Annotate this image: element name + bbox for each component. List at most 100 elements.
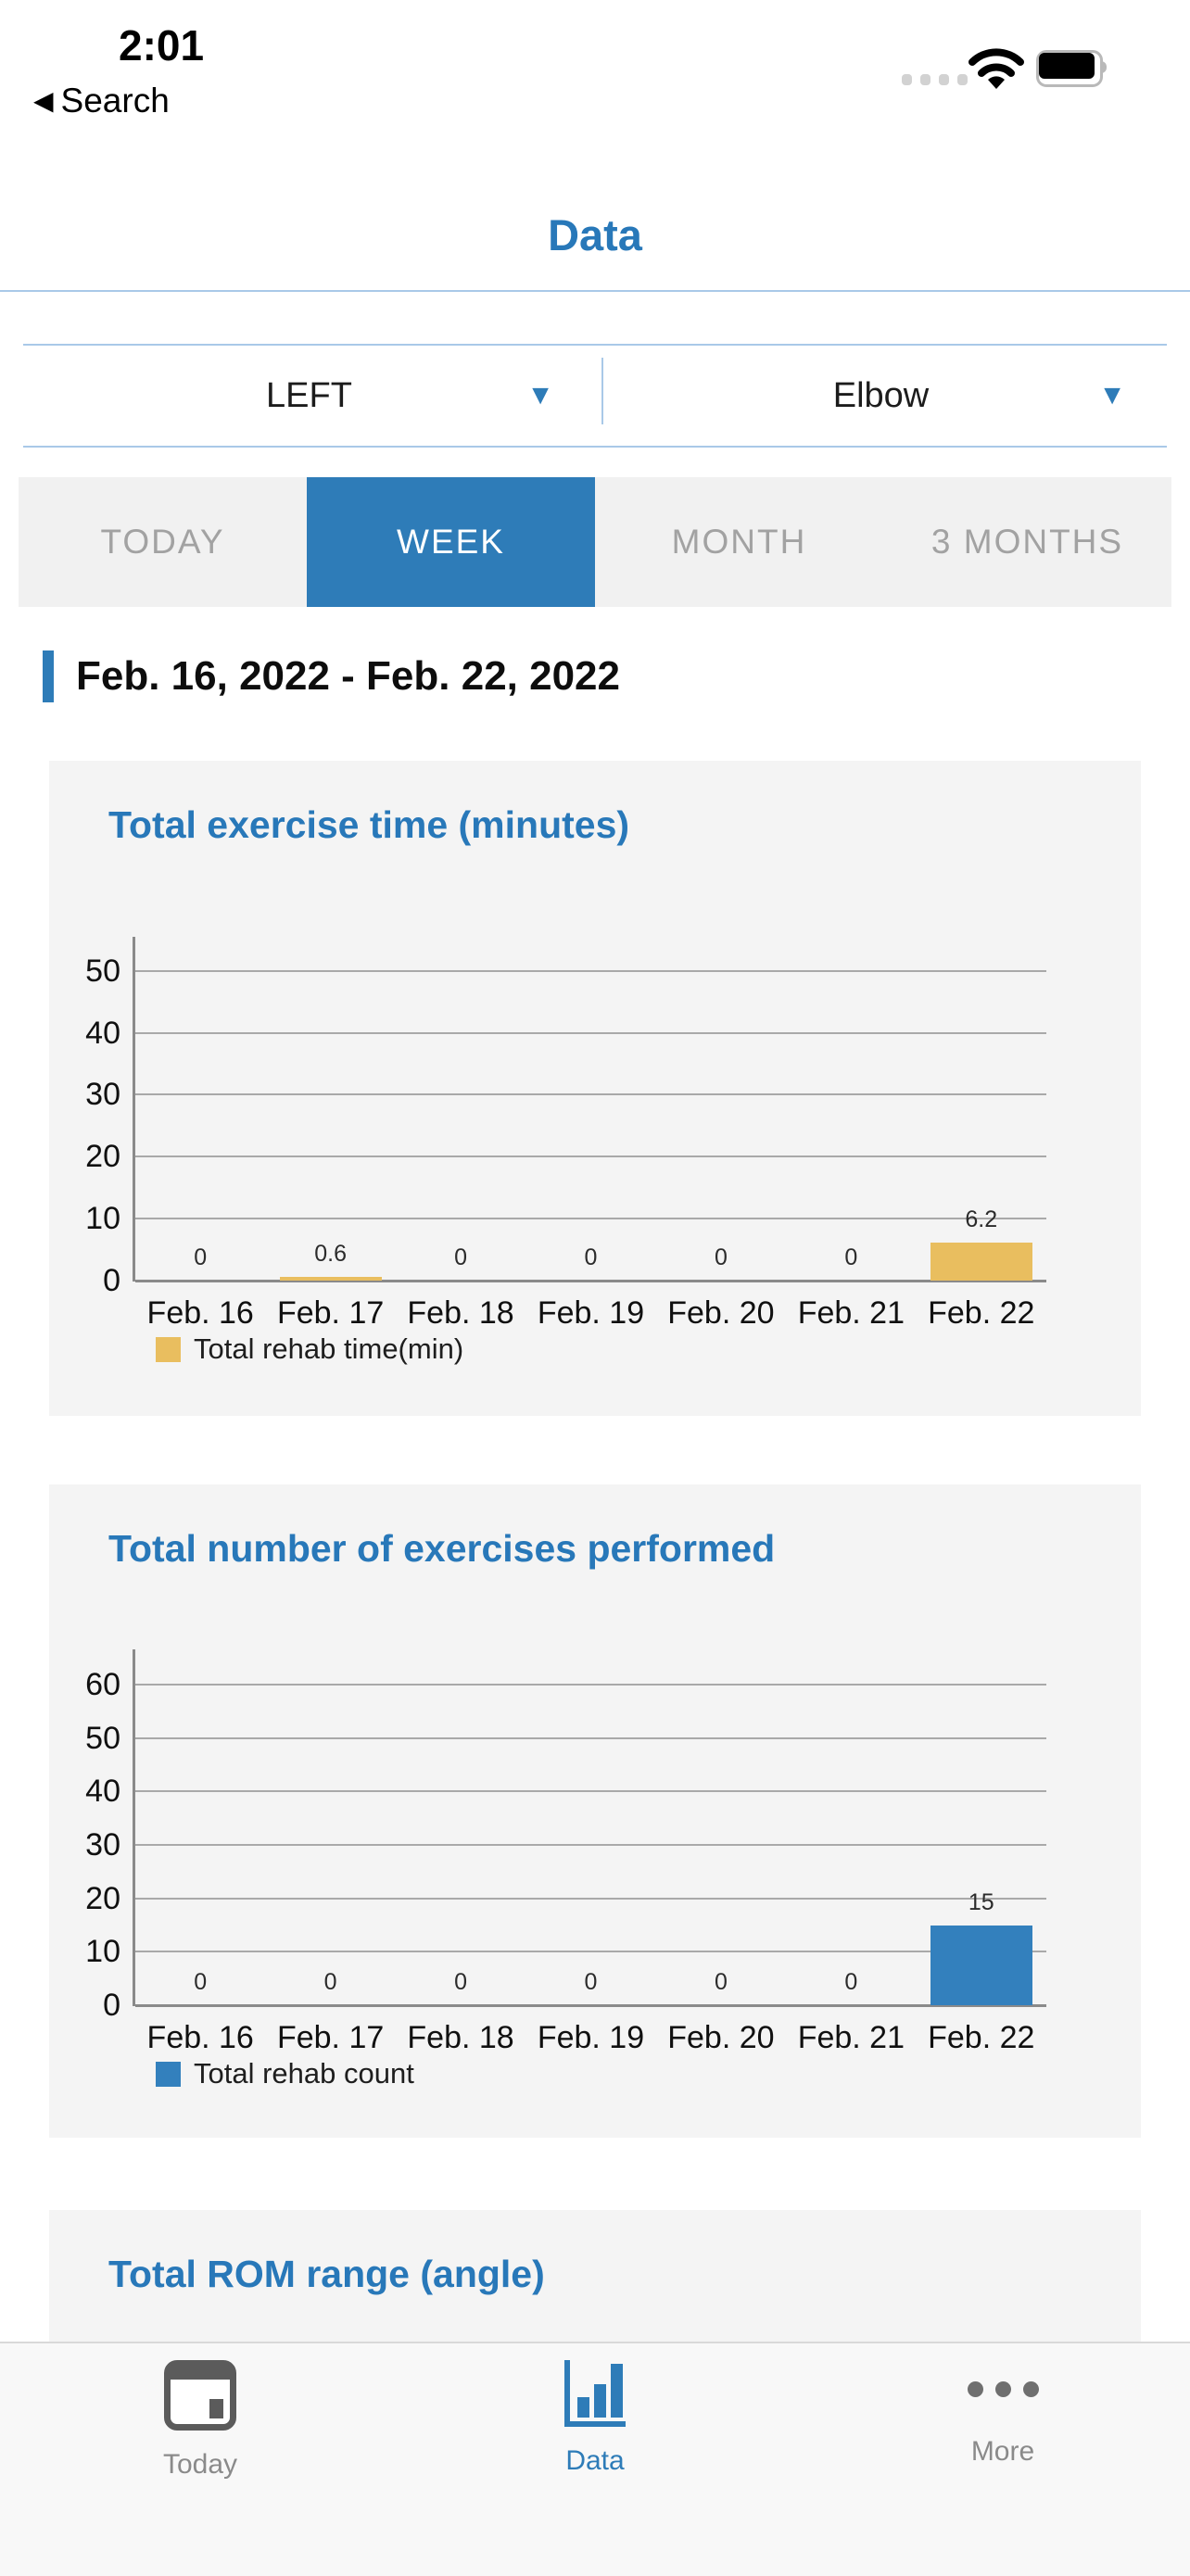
gridline — [135, 1844, 1046, 1847]
legend: Total rehab time(min) — [156, 1332, 463, 1366]
legend-swatch — [156, 1336, 181, 1362]
y-axis-tick: 10 — [85, 1934, 120, 1970]
joint-dropdown-value: Elbow — [832, 375, 930, 415]
y-axis-line — [133, 937, 135, 1282]
bar — [930, 1925, 1032, 2005]
legend-label: Total rehab time(min) — [194, 1332, 464, 1365]
side-dropdown[interactable]: LEFT ▼ — [23, 346, 595, 446]
exercise-count-chart-card: Total number of exercises performed 0 10 2… — [49, 1484, 1141, 2138]
tab-more[interactable]: More — [901, 2360, 1105, 2468]
chevron-down-icon: ▼ — [526, 380, 554, 410]
bar-chart-icon — [564, 2360, 626, 2427]
gridline — [135, 1093, 1046, 1096]
wifi-icon — [968, 48, 1025, 95]
y-axis-tick: 60 — [85, 1667, 120, 1703]
x-axis-label: Feb. 16 — [146, 1295, 254, 1331]
y-axis-tick: 0 — [103, 1988, 120, 2023]
y-axis-tick: 20 — [85, 1880, 120, 1916]
y-axis-line — [133, 1649, 135, 2006]
exercise-time-bar-chart: 0 10 20 30 40 50 0 Feb. 16 0.6 Feb. 17 0 Feb. 18 0 Fe… — [85, 937, 1046, 1365]
bar-value-label: 0 — [194, 1969, 208, 1995]
filter-vertical-divider — [601, 358, 603, 424]
x-axis-label: Feb. 20 — [667, 2020, 775, 2055]
x-axis-label: Feb. 19 — [537, 1295, 645, 1331]
filter-top-divider — [23, 344, 1167, 346]
date-range-text: Feb. 16, 2022 - Feb. 22, 2022 — [76, 653, 620, 699]
x-axis-label: Feb. 18 — [407, 2020, 514, 2055]
y-axis-tick: 30 — [85, 1827, 120, 1863]
gridline — [135, 1897, 1046, 1900]
legend: Total rehab count — [156, 2057, 414, 2090]
page-title: Data — [548, 210, 642, 259]
x-axis-label: Feb. 16 — [146, 2020, 254, 2055]
range-tab-week[interactable]: WEEK — [307, 477, 595, 607]
exercise-count-bar-chart: 0 10 20 30 40 50 60 0 Feb. 16 0 Feb. 17 0 Feb. 18 0 Fe… — [85, 1649, 1046, 2090]
gridline — [135, 1218, 1046, 1220]
tab-data[interactable]: Data — [493, 2360, 697, 2477]
battery-full-icon — [1036, 50, 1108, 87]
bar-value-label: 15 — [968, 1888, 994, 1915]
x-axis-line — [135, 2004, 1046, 2007]
bar-value-label: 6.2 — [965, 1206, 998, 1232]
gridline — [135, 1951, 1046, 1953]
y-axis-tick: 40 — [85, 1774, 120, 1810]
y-axis-tick: 50 — [85, 953, 120, 989]
tab-label: More — [970, 2436, 1035, 2467]
tab-label: Data — [565, 2445, 625, 2476]
range-tab-today[interactable]: TODAY — [100, 523, 225, 561]
y-axis-tick: 30 — [85, 1077, 120, 1113]
ellipsis-icon — [967, 2360, 1039, 2418]
bar-value-label: 0 — [194, 1244, 208, 1270]
x-axis-label: Feb. 18 — [407, 1295, 514, 1331]
back-chevron-icon: ◀ — [33, 86, 54, 115]
x-axis-label: Feb. 22 — [928, 2020, 1035, 2055]
bottom-tab-bar: Today Data More — [0, 2342, 1190, 2576]
bar-value-label: 0 — [454, 1244, 467, 1270]
x-axis-label: Feb. 17 — [276, 2020, 385, 2055]
range-tab-3months[interactable]: 3 MONTHS — [930, 523, 1124, 561]
gridline — [135, 1684, 1046, 1686]
x-axis-label: Feb. 19 — [537, 2020, 645, 2055]
chart-title: Total ROM range (angle) — [108, 2253, 545, 2295]
range-tab-month[interactable]: MONTH — [671, 523, 807, 561]
bar-value-label: 0 — [584, 1244, 598, 1270]
filter-row: LEFT ▼ Elbow ▼ — [23, 346, 1167, 446]
tab-label: Today — [162, 2449, 238, 2480]
bar-value-label: 0 — [714, 1244, 728, 1270]
y-axis-tick: 50 — [85, 1720, 120, 1756]
rom-range-chart-card: Total ROM range (angle) — [49, 2210, 1141, 2342]
cellular-dots-icon — [902, 74, 968, 85]
x-axis-line — [135, 1280, 1046, 1282]
y-axis-tick: 40 — [85, 1015, 120, 1051]
exercise-time-chart-card: Total exercise time (minutes) 0 10 20 30 40 5… — [49, 761, 1141, 1416]
bar — [279, 1277, 382, 1281]
y-axis-tick: 20 — [85, 1139, 120, 1175]
range-segmented-control: TODAY WEEK MONTH 3 MONTHS — [19, 477, 1171, 607]
bar-value-label: 0.6 — [314, 1241, 348, 1267]
bar-value-label: 0 — [844, 1244, 858, 1270]
x-axis-label: Feb. 22 — [928, 1295, 1035, 1331]
x-axis-label: Feb. 21 — [797, 2020, 905, 2055]
gridline — [135, 969, 1046, 972]
joint-dropdown[interactable]: Elbow ▼ — [595, 346, 1167, 446]
bar-value-label: 0 — [844, 1969, 858, 1995]
filter-bottom-divider — [23, 446, 1167, 448]
today-calendar-icon — [164, 2360, 236, 2431]
gridline — [135, 1031, 1046, 1034]
gridline — [135, 1790, 1046, 1793]
bar-value-label: 0 — [454, 1969, 467, 1995]
back-to-search-button[interactable]: ◀ Search — [33, 82, 170, 120]
side-dropdown-value: LEFT — [266, 375, 352, 415]
bar-value-label: 0 — [714, 1969, 728, 1995]
x-axis-label: Feb. 20 — [667, 1295, 775, 1331]
x-axis-label: Feb. 21 — [797, 1295, 905, 1331]
legend-label: Total rehab count — [194, 2057, 414, 2090]
status-bar-time: 2:01 — [119, 21, 205, 69]
y-axis-tick: 0 — [103, 1263, 120, 1298]
chart-title: Total number of exercises performed — [108, 1527, 776, 1570]
header-divider — [0, 290, 1190, 292]
tab-today[interactable]: Today — [98, 2360, 302, 2481]
gridline — [135, 1155, 1046, 1158]
y-axis-tick: 10 — [85, 1201, 120, 1237]
date-accent-bar — [43, 650, 54, 702]
